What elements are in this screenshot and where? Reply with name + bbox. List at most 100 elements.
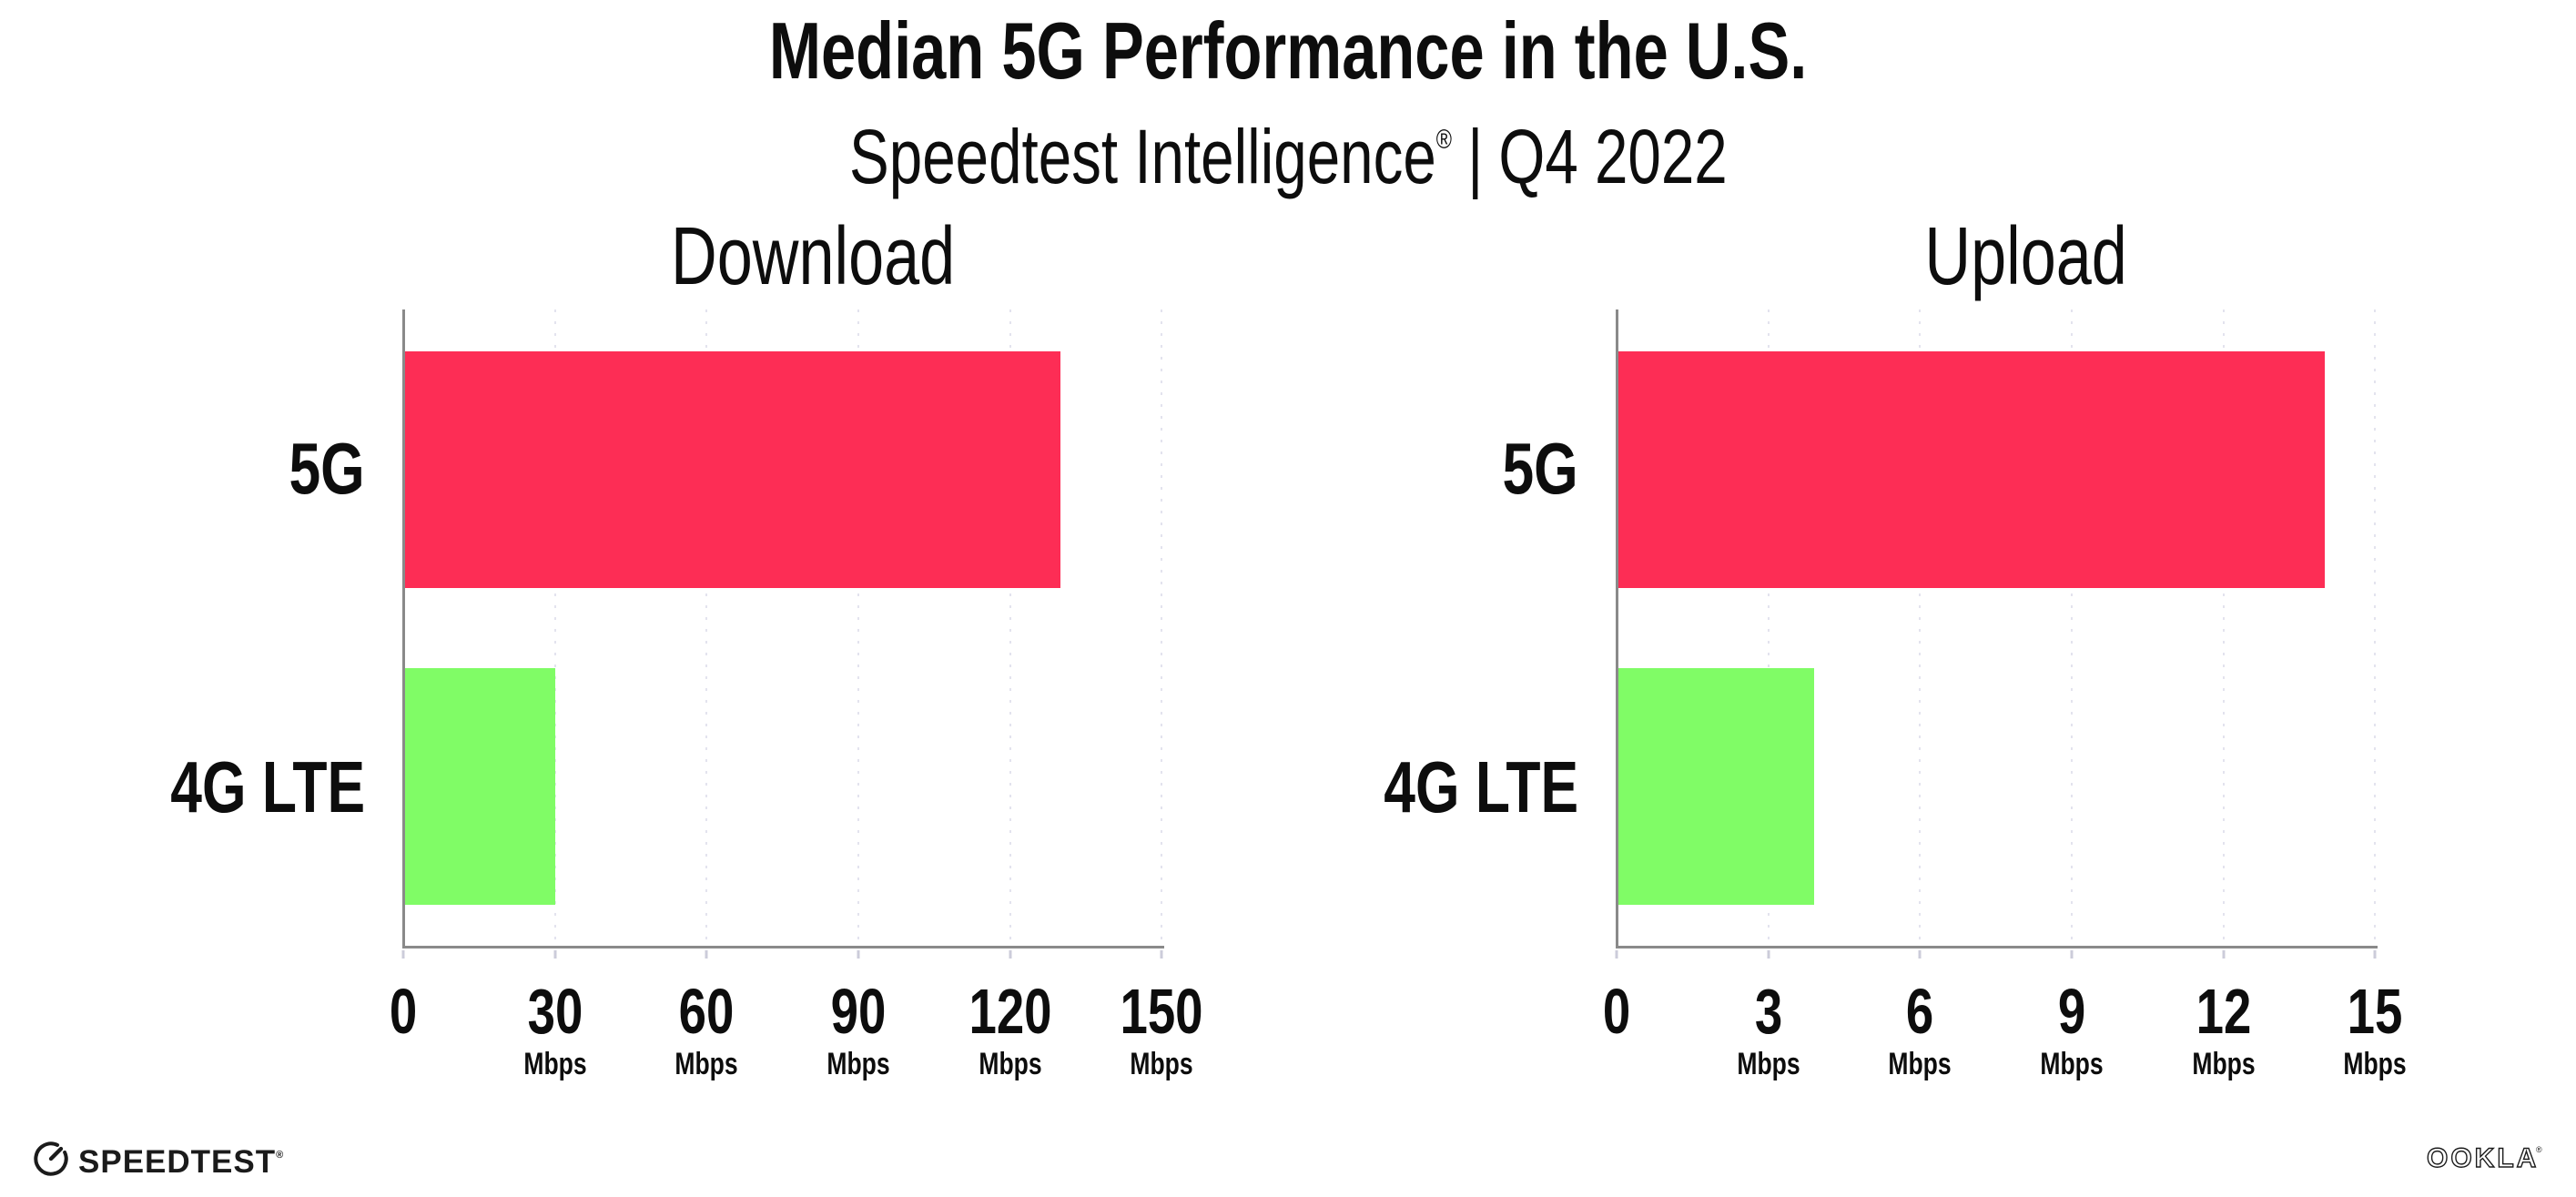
tick-label-text: 9 [2057, 976, 2086, 1047]
axis-tick [553, 950, 557, 959]
tick-label: 60 [671, 979, 742, 1043]
tick-unit-label: Mbps [1121, 1049, 1202, 1080]
bar-4g-lte [1617, 668, 1814, 905]
gridline [553, 309, 556, 947]
tick-unit-label: Mbps [514, 1049, 595, 1080]
chart-title: Download [403, 211, 1222, 302]
tick-unit-text: Mbps [523, 1047, 587, 1081]
gridline [2222, 309, 2225, 947]
axis-tick [1615, 950, 1618, 959]
category-label: 5G [1481, 432, 1578, 505]
gridline [1767, 309, 1770, 947]
tick-label-text: 12 [2196, 976, 2252, 1047]
category-label: 4G LTE [116, 751, 365, 824]
tick-label: 3 [1750, 979, 1786, 1043]
category-label-text: 5G [1502, 428, 1578, 509]
tick-label-text: 15 [2347, 976, 2403, 1047]
tick-label-text: 6 [1906, 976, 1934, 1047]
tick-unit-label: Mbps [2335, 1049, 2416, 1080]
gridline [2071, 309, 2073, 947]
tick-unit-text: Mbps [1130, 1047, 1193, 1081]
tick-label: 0 [386, 979, 421, 1043]
bar-5g [1617, 351, 2325, 588]
tick-label: 120 [957, 979, 1063, 1043]
tick-label-text: 90 [830, 976, 887, 1047]
axis-tick [1160, 950, 1163, 959]
subtitle-separator: | [1466, 114, 1483, 199]
tick-label: 12 [2188, 979, 2259, 1043]
tick-unit-label: Mbps [2183, 1049, 2264, 1080]
axis-tick [1009, 950, 1012, 959]
axis-tick [2222, 950, 2226, 959]
x-axis-line [1616, 946, 2378, 948]
tick-label: 90 [823, 979, 894, 1043]
chart-title: Upload [1617, 211, 2436, 302]
download-chart-panel: Download 5G 4G LTE 0 30 Mbps 60 Mbps 90 Mbps 120 Mb… [170, 211, 1222, 1080]
tick-label: 9 [2054, 979, 2090, 1043]
registered-trademark-icon: ® [1435, 125, 1452, 155]
svg-text:OOKLA: OOKLA [2427, 1143, 2539, 1173]
axis-tick [1767, 950, 1770, 959]
tick-label-text: 120 [969, 976, 1052, 1047]
category-label: 5G [268, 432, 365, 505]
tick-unit-label: Mbps [1728, 1049, 1809, 1080]
speedtest-gauge-icon [34, 1141, 68, 1176]
tick-label: 6 [1902, 979, 1938, 1043]
tick-label-text: 60 [678, 976, 735, 1047]
ookla-wordmark-icon: OOKLA ® [2426, 1142, 2542, 1173]
axis-tick [401, 950, 405, 959]
speedtest-trademark-icon: ® [276, 1150, 285, 1161]
svg-text:®: ® [2536, 1145, 2542, 1154]
tick-label: 150 [1109, 979, 1215, 1043]
page-title: Median 5G Performance in the U.S. [0, 5, 2576, 96]
chart-title-text: Download [670, 211, 956, 302]
axis-tick [2373, 950, 2377, 959]
page-subtitle-text: Speedtest Intelligence® | Q4 2022 [849, 95, 1728, 202]
tick-unit-label: Mbps [969, 1049, 1050, 1080]
y-axis-line [402, 309, 405, 947]
axis-tick [705, 950, 708, 959]
tick-unit-label: Mbps [818, 1049, 899, 1080]
tick-label: 15 [2339, 979, 2410, 1043]
axis-tick [2070, 950, 2074, 959]
gridline [1919, 309, 1922, 947]
tick-unit-label: Mbps [2032, 1049, 2113, 1080]
page-title-text: Median 5G Performance in the U.S. [768, 5, 1808, 96]
upload-chart-panel: Upload 5G 4G LTE 0 3 Mbps 6 Mbps 9 Mbps 12 Mbps 15 Mb… [1384, 211, 2436, 1080]
tick-unit-text: Mbps [1737, 1047, 1800, 1081]
speedtest-wordmark: SPEEDTEST® [78, 1144, 285, 1180]
subtitle-period: Q4 2022 [1497, 114, 1728, 199]
category-label: 4G LTE [1329, 751, 1578, 824]
tick-label: 0 [1599, 979, 1635, 1043]
tick-unit-text: Mbps [1888, 1047, 1952, 1081]
bar-4g-lte [403, 668, 555, 905]
tick-unit-label: Mbps [666, 1049, 747, 1080]
category-label-text: 4G LTE [1384, 746, 1578, 827]
tick-unit-text: Mbps [827, 1047, 890, 1081]
ookla-logo: OOKLA ® [2425, 1140, 2545, 1181]
category-label-text: 5G [289, 428, 365, 509]
tick-unit-text: Mbps [2192, 1047, 2256, 1081]
x-axis-line [402, 946, 1165, 948]
tick-label-text: 0 [1602, 976, 1631, 1047]
tick-unit-text: Mbps [2343, 1047, 2407, 1081]
subtitle-product: Speedtest Intelligence [848, 114, 1436, 199]
category-label-text: 4G LTE [170, 746, 365, 827]
y-axis-line [1616, 309, 1618, 947]
axis-tick [1918, 950, 1922, 959]
tick-label-text: 30 [527, 976, 583, 1047]
bar-5g [403, 351, 1061, 588]
tick-unit-text: Mbps [979, 1047, 1042, 1081]
gridline [705, 309, 708, 947]
chart-title-text: Upload [1924, 211, 2128, 302]
tick-unit-label: Mbps [1880, 1049, 1961, 1080]
gridline [1161, 309, 1163, 947]
tick-label-text: 3 [1754, 976, 1782, 1047]
gridline [2374, 309, 2377, 947]
gridline [857, 309, 859, 947]
tick-label-text: 0 [389, 976, 418, 1047]
axis-tick [857, 950, 860, 959]
tick-unit-text: Mbps [674, 1047, 738, 1081]
gridline [1009, 309, 1011, 947]
